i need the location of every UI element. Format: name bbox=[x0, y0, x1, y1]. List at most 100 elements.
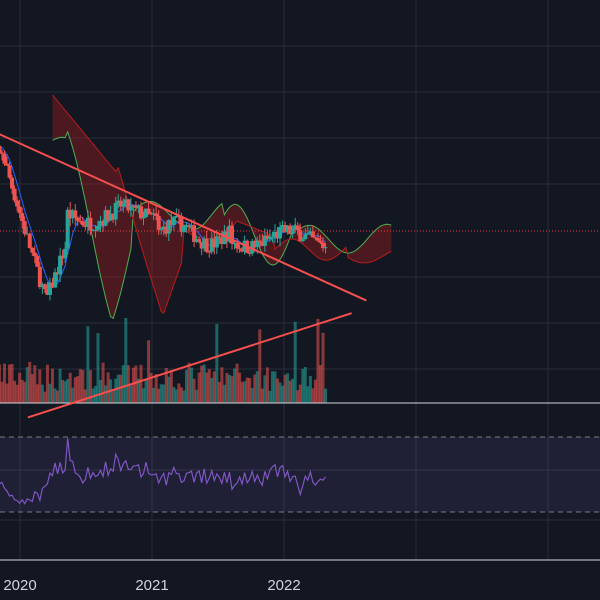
volume-bar bbox=[152, 387, 156, 403]
candle-body bbox=[192, 225, 197, 242]
candle-body bbox=[290, 229, 295, 234]
candle-body bbox=[85, 217, 90, 227]
volume-bar bbox=[253, 374, 257, 403]
volume-bar bbox=[48, 383, 52, 403]
candle-body bbox=[123, 199, 128, 204]
x-tick-label: 2020 bbox=[3, 577, 36, 594]
candle-body bbox=[88, 217, 93, 231]
volume-bar bbox=[286, 373, 290, 403]
volume-bar bbox=[66, 379, 70, 403]
candle-body bbox=[101, 221, 106, 226]
candle-body bbox=[298, 230, 303, 242]
candle-body bbox=[270, 236, 275, 238]
volume-bar bbox=[301, 368, 305, 403]
volume-bar bbox=[245, 377, 249, 403]
candle-body bbox=[17, 206, 22, 214]
volume-bar bbox=[303, 366, 307, 403]
candle-body bbox=[20, 213, 25, 222]
volume-bar bbox=[104, 385, 108, 403]
candle-body bbox=[232, 243, 237, 245]
candle-body bbox=[202, 238, 207, 249]
rsi-band bbox=[0, 437, 600, 512]
candle-body bbox=[118, 200, 123, 207]
trendline bbox=[27, 312, 352, 419]
candle-body bbox=[169, 220, 174, 225]
volume-bar bbox=[273, 371, 277, 403]
candle-body bbox=[265, 235, 270, 240]
volume-bar bbox=[190, 367, 194, 403]
candle-body bbox=[116, 200, 121, 204]
volume-bar bbox=[124, 318, 128, 403]
candle-body bbox=[293, 225, 298, 230]
candle-body bbox=[217, 236, 222, 238]
candle-body bbox=[0, 145, 2, 153]
candle-body bbox=[181, 226, 186, 233]
candle-body bbox=[321, 242, 326, 249]
volume-bar bbox=[313, 379, 317, 403]
volume-bar bbox=[298, 384, 302, 403]
candle-body bbox=[174, 215, 179, 218]
volume-bar bbox=[291, 378, 295, 403]
candle-body bbox=[161, 226, 166, 229]
candle-body bbox=[303, 234, 308, 240]
volume-bar bbox=[316, 318, 320, 403]
volume-bar bbox=[53, 388, 57, 403]
candle-body bbox=[136, 206, 141, 208]
volume-bar bbox=[18, 372, 22, 403]
candle-body bbox=[106, 210, 111, 221]
volume-bar bbox=[311, 388, 315, 403]
candle-body bbox=[318, 240, 323, 243]
volume-bar bbox=[5, 383, 9, 403]
volume-bar bbox=[106, 372, 110, 403]
volume-bar bbox=[255, 371, 259, 403]
candle-body bbox=[257, 240, 262, 242]
candle-body bbox=[25, 233, 30, 235]
candle-body bbox=[252, 241, 257, 247]
volume-bar bbox=[306, 386, 310, 403]
volume-bar bbox=[169, 369, 173, 403]
candle-body bbox=[214, 236, 219, 248]
volume-bar bbox=[220, 367, 224, 403]
volume-bar bbox=[192, 378, 196, 403]
candle-body bbox=[278, 227, 283, 239]
volume-bar bbox=[243, 381, 247, 403]
volume-bar bbox=[318, 365, 322, 403]
volume-bar bbox=[172, 387, 176, 403]
candle-body bbox=[55, 272, 60, 275]
candle-body bbox=[275, 232, 280, 239]
volume-bar bbox=[45, 364, 49, 403]
volume-bar bbox=[78, 369, 82, 403]
candle-body bbox=[128, 205, 133, 211]
volume-bar bbox=[177, 383, 181, 403]
volume-bar bbox=[40, 384, 44, 403]
candle-body bbox=[184, 225, 189, 227]
volume-bar bbox=[159, 384, 163, 403]
candle-body bbox=[133, 205, 138, 208]
candle-body bbox=[37, 266, 42, 288]
volume-bar bbox=[93, 385, 97, 403]
rsi-panel bbox=[0, 436, 600, 513]
volume-bar bbox=[83, 389, 87, 403]
volume-bar bbox=[260, 388, 264, 403]
volume-bar bbox=[35, 384, 39, 403]
candle-body bbox=[283, 225, 288, 233]
volume-bar bbox=[157, 388, 161, 403]
volume-bar bbox=[88, 370, 92, 403]
cloud-area bbox=[52, 95, 392, 319]
candle-body bbox=[156, 215, 161, 230]
volume-bar bbox=[136, 378, 140, 403]
volume-bar bbox=[144, 379, 148, 403]
volume-bar bbox=[184, 369, 188, 403]
volume-bar bbox=[23, 381, 27, 403]
candle-body bbox=[50, 282, 55, 288]
volume-bar bbox=[51, 368, 55, 403]
candle-body bbox=[111, 213, 116, 220]
volume-bar bbox=[13, 380, 17, 403]
volume-bar bbox=[167, 376, 171, 403]
volume-bar bbox=[288, 380, 292, 403]
candle-body bbox=[108, 213, 113, 221]
candle-body bbox=[229, 225, 234, 244]
